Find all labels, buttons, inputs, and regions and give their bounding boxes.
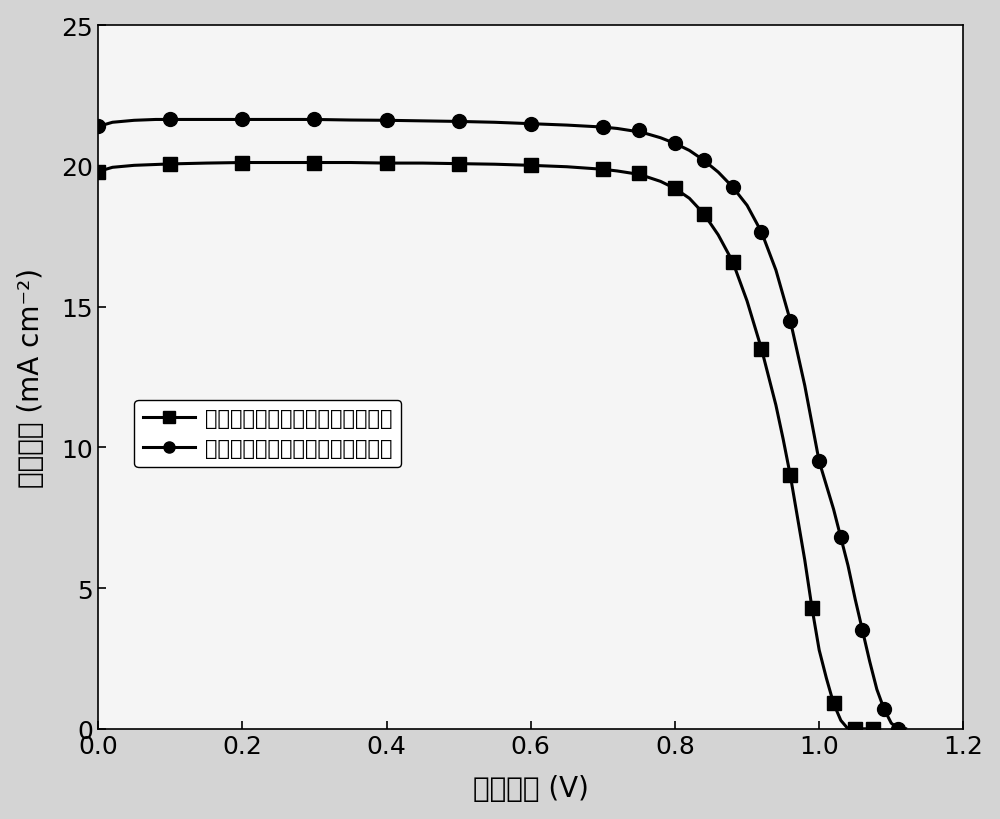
Y-axis label: 电流密度 (mA cm⁻²): 电流密度 (mA cm⁻²) [17, 268, 45, 487]
X-axis label: 开路电压 (V): 开路电压 (V) [473, 775, 589, 803]
Legend: 单一电负性金属氧化物电子传输层, 复合电负性金属氧化物电子传输层: 单一电负性金属氧化物电子传输层, 复合电负性金属氧化物电子传输层 [134, 400, 401, 468]
